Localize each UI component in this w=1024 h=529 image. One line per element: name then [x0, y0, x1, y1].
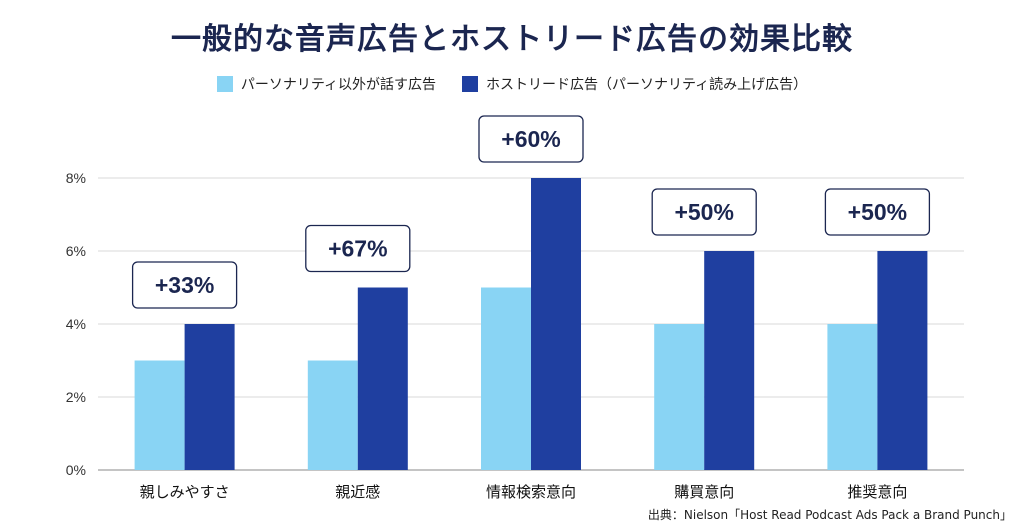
- legend-item-series2: ホストリード広告（パーソナリティ読み上げ広告）: [462, 74, 807, 94]
- uplift-badge: [305, 224, 411, 273]
- legend: パーソナリティ以外が話す広告 ホストリード広告（パーソナリティ読み上げ広告）: [0, 74, 1024, 94]
- bar-series2: [357, 287, 408, 470]
- y-tick-label: 0%: [66, 462, 86, 478]
- uplift-label: +50%: [848, 199, 907, 225]
- bar-series2: [184, 324, 235, 470]
- bar-series2: [531, 178, 581, 470]
- uplift-badge: [131, 261, 238, 309]
- bar-series2: [877, 251, 928, 470]
- bar-series1: [134, 360, 185, 470]
- uplift-badge: [478, 115, 584, 163]
- y-tick-label: 2%: [66, 389, 86, 405]
- legend-label-series1: パーソナリティ以外が話す広告: [240, 77, 436, 93]
- uplift-label: +33%: [155, 272, 214, 298]
- x-category-label: 親しみやすさ: [140, 483, 230, 501]
- bar-series1: [307, 360, 358, 470]
- y-tick-label: 8%: [66, 170, 86, 186]
- x-category-label: 推奨意向: [847, 483, 907, 501]
- legend-swatch-series2: [462, 76, 478, 92]
- bar-series1: [827, 324, 878, 470]
- source-note: 出典：Nielson「Host Read Podcast Ads Pack a …: [647, 508, 1012, 522]
- uplift-label: +50%: [674, 199, 733, 225]
- x-category-label: 親近感: [335, 483, 380, 501]
- chart-title: 一般的な音声広告とホストリード広告の効果比較: [171, 22, 853, 57]
- y-tick-label: 4%: [66, 316, 86, 332]
- x-category-label: 情報検索意向: [486, 483, 576, 501]
- y-tick-label: 6%: [66, 243, 86, 259]
- legend-item-series1: パーソナリティ以外が話す広告: [216, 74, 436, 94]
- bar-series1: [481, 287, 531, 470]
- uplift-badge: [824, 188, 931, 236]
- x-category-label: 購買意向: [674, 483, 734, 501]
- uplift-label: +67%: [328, 236, 387, 262]
- uplift-badge: [651, 188, 757, 236]
- legend-swatch-series1: [216, 76, 233, 92]
- bar-series2: [704, 251, 755, 470]
- uplift-label: +60%: [501, 126, 560, 152]
- legend-label-series2: ホストリード広告（パーソナリティ読み上げ広告）: [486, 77, 808, 93]
- bar-series1: [654, 324, 705, 470]
